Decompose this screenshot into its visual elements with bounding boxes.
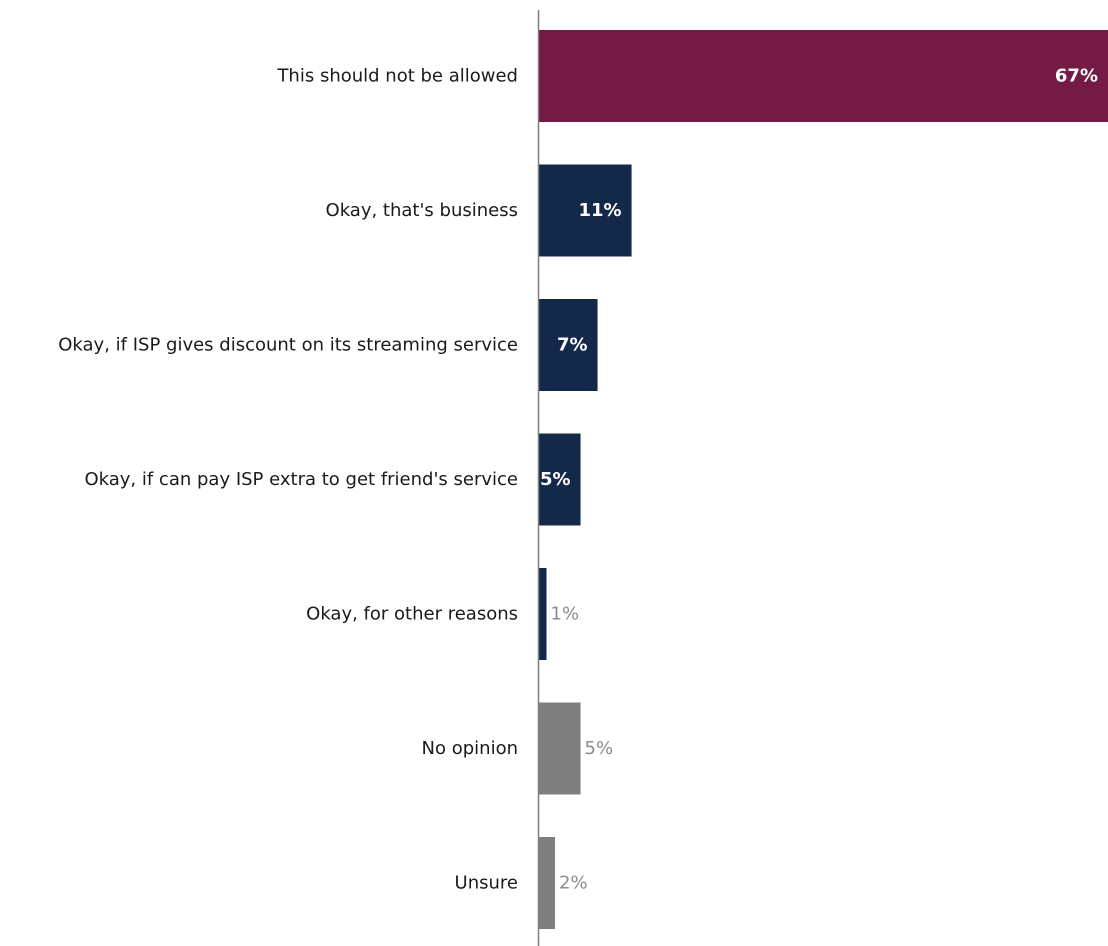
- value-label: 2%: [559, 873, 588, 894]
- bar-unsure: [538, 837, 556, 929]
- category-label: Okay, for other reasons: [306, 604, 518, 625]
- bar-okay-that-s-business: [538, 164, 632, 257]
- category-label: Okay, that's business: [326, 200, 518, 221]
- category-labels: This should not be allowed Okay, that's b…: [58, 66, 518, 894]
- value-label: 1%: [551, 604, 580, 625]
- bar-okay-if-can-pay-isp-extra-to-get-friend-s-service: [538, 433, 581, 526]
- bar-okay-if-isp-gives-discount-on-its-streaming-service: [538, 299, 598, 391]
- bar-no-opinion: [538, 702, 581, 795]
- value-label: 5%: [585, 738, 614, 759]
- category-label: Unsure: [455, 873, 518, 894]
- bar-okay-for-other-reasons: [538, 568, 547, 660]
- category-label: This should not be allowed: [276, 66, 518, 87]
- value-label: 5%: [540, 469, 571, 490]
- value-label: 67%: [1055, 66, 1098, 87]
- bars-group: [538, 30, 1108, 929]
- category-label: Okay, if ISP gives discount on its strea…: [58, 335, 518, 356]
- value-label: 7%: [557, 335, 588, 356]
- bar-this-should-not-be-allowed: [538, 30, 1108, 122]
- category-label: Okay, if can pay ISP extra to get friend…: [84, 469, 518, 490]
- value-labels: 67% 11% 7% 5% 1% 5% 2%: [540, 66, 1098, 894]
- value-label: 11%: [578, 200, 621, 221]
- category-label: No opinion: [422, 738, 518, 759]
